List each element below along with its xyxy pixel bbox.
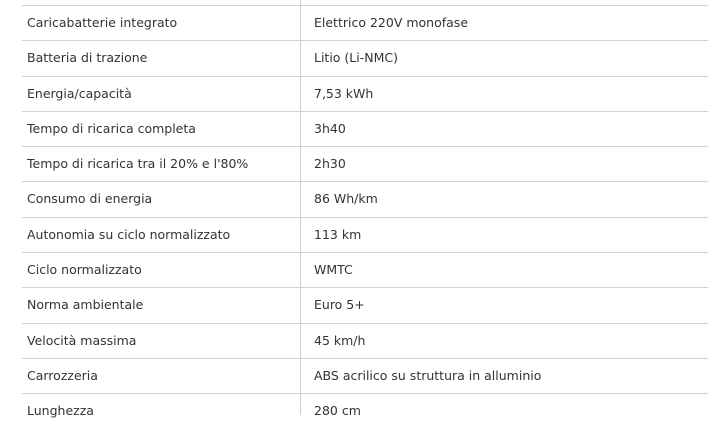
table-row: Lunghezza 280 cm [22,393,708,428]
table-row: Norma ambientale Euro 5+ [22,287,708,322]
spec-value: 45 km/h [314,332,366,348]
table-row: Tempo di ricarica tra il 20% e l'80% 2h30 [22,146,708,181]
spec-label: Tempo di ricarica completa [27,120,196,136]
table-row: Batteria di trazione Litio (Li-NMC) [22,40,708,75]
table-row: Carrozzeria ABS acrilico su struttura in … [22,357,708,393]
spec-value: WMTC [314,262,353,278]
table-row: Consumo di energia 86 Wh/km [22,181,708,216]
spec-value: 280 cm [314,403,361,419]
spec-value: 3h40 [314,120,346,136]
table-row: Caricabatterie integrato Elettrico 220V m… [22,5,708,40]
spec-table: Caricabatterie integrato Elettrico 220V m… [22,5,708,429]
column-divider [300,0,301,415]
spec-label: Lunghezza [27,403,94,419]
spec-label: Autonomia su ciclo normalizzato [27,226,231,242]
spec-value: ABS acrilico su struttura in alluminio [314,367,542,383]
spec-value: 86 Wh/km [314,191,378,207]
spec-label: Carrozzeria [27,367,98,383]
spec-value: Elettrico 220V monofase [314,15,469,30]
spec-label: Tempo di ricarica tra il 20% e l'80% [27,156,249,172]
spec-label: Ciclo normalizzato [27,262,142,278]
table-row: Ciclo normalizzato WMTC [22,252,708,287]
spec-value: 113 km [314,226,362,242]
spec-value: 7,53 kWh [314,85,374,101]
table-row: Tempo di ricarica completa 3h40 [22,110,708,146]
spec-label: Norma ambientale [27,297,144,313]
spec-value: Euro 5+ [314,297,365,313]
spec-label: Batteria di trazione [27,50,148,66]
table-row: Velocità massima 45 km/h [22,322,708,358]
spec-value: 2h30 [314,156,346,172]
spec-label: Consumo di energia [27,191,153,207]
table-row: Autonomia su ciclo normalizzato 113 km [22,216,708,252]
spec-label: Caricabatterie integrato [27,15,178,30]
table-row: Energia/capacità 7,53 kWh [22,75,708,111]
spec-label: Energia/capacità [27,85,132,101]
spec-label: Velocità massima [27,332,137,348]
spec-value: Litio (Li-NMC) [314,50,398,66]
